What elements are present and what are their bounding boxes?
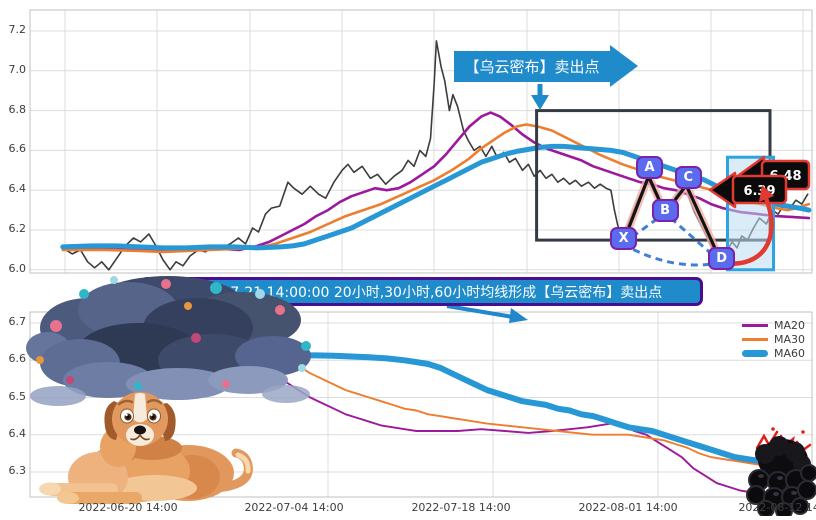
event-banner-pointer-arrow-shaft (446, 304, 514, 319)
price-line (61, 40, 809, 271)
top-chart-grid (29, 9, 813, 274)
breakdown-red-curve-arrow (723, 197, 774, 266)
legend: MA20 MA30 MA60 (742, 318, 810, 360)
legend-item-ma30: MA30 (742, 332, 810, 346)
event-banner-pointer-arrow-head (509, 308, 528, 323)
MA60-line (215, 352, 812, 470)
legend-item-ma60: MA60 (742, 346, 810, 360)
legend-label-ma30: MA30 (774, 332, 806, 346)
top-chart-series (60, 40, 812, 271)
swing-label-b: B (651, 198, 679, 222)
MA30-line (217, 316, 810, 472)
legend-label-ma20: MA20 (774, 318, 806, 332)
price-tag-639: 6.39 (708, 171, 788, 209)
ma60-line-sample (742, 349, 768, 357)
plot-border (29, 311, 813, 498)
swing-label-c: C (674, 165, 702, 189)
MA60-line (60, 143, 812, 251)
price-tag-639-arrow (708, 171, 737, 209)
legend-item-ma20: MA20 (742, 318, 810, 332)
legend-label-ma60: MA60 (774, 346, 806, 360)
ma30-line-sample (742, 337, 768, 341)
sell-point-banner: 【乌云密布】卖出点 (454, 45, 638, 87)
breakdown-red-curve-arrow-head (759, 185, 774, 202)
storm-cloud-illustration (26, 276, 311, 406)
swing-label-d: D (708, 247, 736, 271)
swing-label-a: A (636, 155, 664, 179)
sell-banner-down-arrow-head (531, 95, 549, 110)
dashed-support (621, 242, 722, 267)
plot-border (29, 9, 813, 274)
ma20-line-sample (742, 323, 768, 327)
swing-label-x: X (610, 227, 638, 251)
blackberry-illustration (746, 427, 816, 516)
dog-illustration (39, 392, 253, 504)
